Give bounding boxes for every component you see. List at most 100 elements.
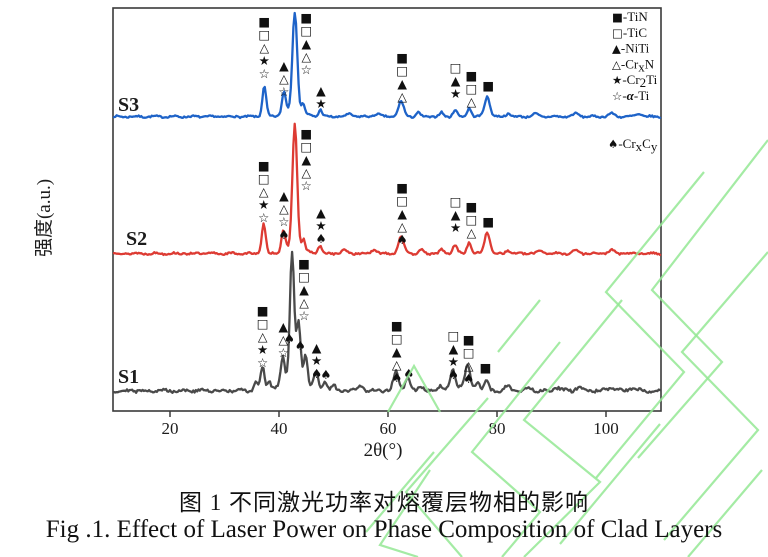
watermark-line	[378, 469, 431, 557]
phase-marker: △	[397, 89, 407, 104]
series-s2-curve	[112, 122, 662, 257]
phase-marker: ♠	[448, 367, 459, 382]
phase-marker: □	[450, 194, 462, 209]
phase-marker: ■	[465, 68, 477, 83]
phase-marker: ☆	[301, 178, 312, 193]
phase-marker: □	[258, 27, 270, 42]
phase-marker: ▲	[449, 341, 459, 356]
watermark-line	[687, 469, 763, 557]
x-axis-tick-label: 60	[380, 419, 397, 438]
watermark-line	[522, 299, 623, 557]
phase-marker: ■	[396, 50, 408, 65]
x-axis-tick-label: 100	[593, 419, 619, 438]
phase-marker: ■	[465, 199, 477, 214]
figure-caption-en: Fig .1. Effect of Laser Power on Phase C…	[45, 516, 723, 543]
series-label-s3: S3	[118, 94, 139, 116]
watermark-line	[559, 423, 661, 545]
phase-marker: ☆	[298, 308, 309, 323]
phase-marker: □	[396, 193, 408, 208]
watermark-line	[387, 363, 441, 413]
phase-marker: ▲	[397, 76, 407, 91]
series-s3-curve	[112, 11, 662, 120]
phase-marker: ▲	[301, 152, 311, 167]
phase-marker: ☆	[259, 66, 270, 81]
phase-marker: ■	[482, 78, 494, 93]
phase-marker: □	[300, 23, 312, 38]
plot-area: 20 40 60 80 100S3■□△★☆▲△☆■□▲△☆▲★■□▲△□▲★■□△■S…	[112, 7, 662, 438]
watermark-line	[365, 451, 435, 533]
phase-marker: □	[396, 63, 408, 78]
legend: ■-TiN□-TiC▲-NiTi△-CrxN★-Cr2Ti☆-α-Ti ♠-Crx…	[608, 9, 658, 154]
phase-marker: ▲	[279, 58, 289, 73]
phase-marker: ■	[396, 180, 408, 195]
phase-marker: ☆	[278, 214, 289, 229]
phase-marker: ▲	[451, 207, 461, 222]
series-s1-curve	[112, 250, 662, 394]
legend-item: △-CrxN	[612, 56, 655, 74]
phase-marker: ☆	[257, 355, 268, 370]
phase-marker: □	[450, 60, 462, 75]
phase-marker: ★	[315, 96, 326, 111]
phase-marker: △	[301, 165, 311, 180]
phase-marker: ▲	[279, 319, 289, 334]
phase-marker: ▲	[301, 36, 311, 51]
phase-marker: ▲	[316, 205, 326, 220]
legend-item: ☆-α-Ti	[612, 88, 650, 103]
phase-marker: ★	[258, 197, 269, 212]
phase-marker: ♠	[397, 232, 408, 247]
phase-marker: ▲	[397, 206, 407, 221]
phase-marker: △	[279, 332, 289, 347]
phase-marker: □	[465, 81, 477, 96]
watermark-line	[637, 139, 768, 459]
legend-item: ■-TiN	[612, 9, 648, 24]
figure-caption-zh: 图 1 不同激光功率对熔覆层物相的影响	[179, 490, 589, 515]
plot-frame	[112, 7, 662, 412]
phase-marker: ▲	[279, 188, 289, 203]
phase-marker: ☆	[278, 84, 289, 99]
phase-marker: △	[259, 40, 269, 55]
phase-marker: ★	[450, 220, 461, 235]
phase-marker: ★	[257, 342, 268, 357]
series-label-s2: S2	[126, 228, 147, 250]
watermark-line	[470, 341, 561, 557]
phase-marker: △	[279, 201, 289, 216]
phase-marker: ■	[482, 214, 494, 229]
phase-marker: □	[257, 316, 269, 331]
phase-marker: ▲	[451, 73, 461, 88]
phase-marker: ★	[311, 353, 322, 368]
phase-marker: ▲	[392, 344, 402, 359]
watermark-line	[595, 171, 705, 479]
phase-marker: ♠	[320, 367, 331, 382]
phase-marker: ☆	[301, 62, 312, 77]
legend-item: ♠-CrxCy	[608, 136, 658, 154]
phase-marker: □	[391, 331, 403, 346]
x-axis-label: 2θ(°)	[364, 440, 403, 461]
phase-marker: △	[279, 71, 289, 86]
phase-marker: ■	[463, 332, 475, 347]
legend-item: ▲-NiTi	[612, 41, 650, 56]
phase-marker: ▲	[312, 340, 322, 355]
phase-marker: ■	[391, 318, 403, 333]
phase-marker: △	[467, 94, 477, 109]
phase-marker: △	[397, 219, 407, 234]
phase-marker: ☆	[258, 210, 269, 225]
phase-marker: ■	[298, 256, 310, 271]
phase-marker: ♠	[295, 338, 306, 353]
phase-marker: △	[299, 295, 309, 310]
phase-markers-s1: ■□△★☆▲△☆♠ ♠■□▲△☆▲★♠♠■□▲△♠ ♠□▲★♠■□△♠■	[257, 256, 492, 386]
phase-marker: ♠	[315, 231, 326, 246]
phase-marker: ♠	[391, 370, 402, 385]
series-label-s1: S1	[118, 366, 139, 388]
x-axis-tick-label: 40	[271, 419, 288, 438]
phase-marker: □	[465, 212, 477, 227]
phase-marker: ♠	[278, 227, 289, 242]
phase-marker: ▲	[299, 282, 309, 297]
phase-marker: △	[467, 225, 477, 240]
phase-marker: ■	[258, 14, 270, 29]
phase-marker: □	[447, 328, 459, 343]
phase-marker: □	[298, 269, 310, 284]
phase-marker: □	[300, 139, 312, 154]
phase-marker: ★	[450, 86, 461, 101]
